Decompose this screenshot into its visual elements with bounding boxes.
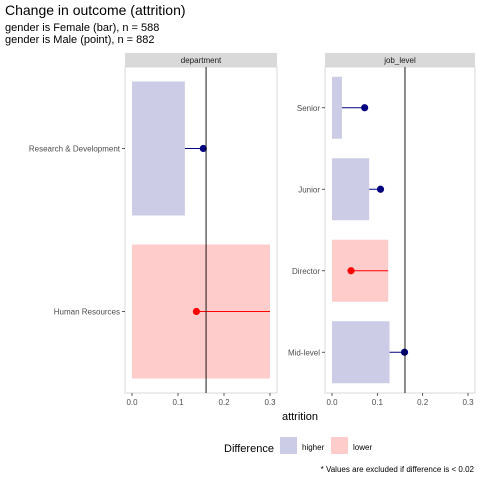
legend-key [331, 437, 348, 454]
chart-subtitle-male: gender is Male (point), n = 882 [5, 34, 155, 46]
x-tick-label: 0.0 [126, 398, 138, 407]
point [361, 104, 369, 112]
facet-strip-label: department [181, 56, 222, 65]
panel-border [324, 66, 476, 394]
y-tick-label: Junior [298, 185, 320, 194]
x-tick-label: 0.3 [462, 398, 474, 407]
legend-label: lower [353, 443, 372, 452]
x-tick-label: 0.0 [326, 398, 338, 407]
point [347, 267, 355, 275]
point [400, 348, 409, 356]
y-tick-label: Research & Development [29, 145, 121, 154]
bar [332, 76, 342, 139]
x-axis-label: attrition [282, 411, 318, 423]
point [199, 144, 207, 153]
facet-strip-label: job_level [383, 56, 416, 65]
footnote: * Values are excluded if difference is <… [321, 465, 475, 474]
y-tick-label: Director [292, 267, 320, 276]
bar [332, 158, 370, 221]
x-tick-label: 0.1 [372, 398, 384, 407]
legend-label: higher [302, 443, 325, 452]
chart-subtitle-female: gender is Female (bar), n = 588 [5, 22, 160, 34]
y-tick-label: Mid-level [288, 348, 320, 357]
panel-border [124, 66, 278, 394]
x-tick-label: 0.2 [417, 398, 429, 407]
facet-strip [325, 53, 475, 67]
chart-title: Change in outcome (attrition) [5, 2, 186, 18]
x-tick-label: 0.2 [218, 398, 230, 407]
bar [132, 81, 185, 216]
x-tick-label: 0.1 [172, 398, 184, 407]
y-tick-label: Senior [297, 104, 320, 113]
x-tick-label: 0.3 [264, 398, 276, 407]
legend-title: Difference [224, 443, 274, 455]
point [376, 185, 385, 193]
legend-key [280, 437, 297, 454]
y-tick-label: Human Resources [54, 308, 120, 317]
bar [332, 321, 390, 384]
facet-strip [125, 53, 277, 67]
point [192, 307, 200, 316]
